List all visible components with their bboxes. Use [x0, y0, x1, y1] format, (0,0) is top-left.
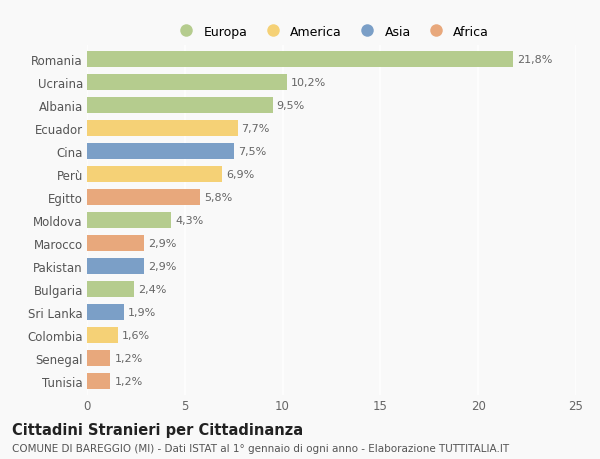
Text: 21,8%: 21,8%	[517, 55, 553, 65]
Bar	[87, 281, 134, 297]
Text: 1,2%: 1,2%	[115, 376, 143, 386]
Text: 2,4%: 2,4%	[138, 284, 166, 294]
Bar	[87, 51, 514, 68]
Text: 6,9%: 6,9%	[226, 169, 254, 179]
Text: 7,5%: 7,5%	[238, 146, 266, 157]
Bar	[87, 74, 287, 91]
Bar	[87, 304, 124, 320]
Bar	[87, 212, 171, 229]
Text: 1,2%: 1,2%	[115, 353, 143, 363]
Bar	[87, 166, 222, 183]
Text: COMUNE DI BAREGGIO (MI) - Dati ISTAT al 1° gennaio di ogni anno - Elaborazione T: COMUNE DI BAREGGIO (MI) - Dati ISTAT al …	[12, 443, 509, 453]
Bar	[87, 258, 144, 274]
Text: 4,3%: 4,3%	[175, 215, 203, 225]
Text: 10,2%: 10,2%	[290, 78, 326, 88]
Legend: Europa, America, Asia, Africa: Europa, America, Asia, Africa	[169, 21, 494, 44]
Text: 9,5%: 9,5%	[277, 101, 305, 111]
Bar	[87, 235, 144, 252]
Bar	[87, 373, 110, 389]
Text: 2,9%: 2,9%	[148, 238, 176, 248]
Bar	[87, 120, 238, 137]
Text: Cittadini Stranieri per Cittadinanza: Cittadini Stranieri per Cittadinanza	[12, 422, 303, 437]
Bar	[87, 327, 118, 343]
Text: 7,7%: 7,7%	[242, 123, 270, 134]
Bar	[87, 350, 110, 366]
Bar	[87, 97, 273, 114]
Bar	[87, 143, 234, 160]
Text: 5,8%: 5,8%	[205, 192, 233, 202]
Text: 1,9%: 1,9%	[128, 307, 157, 317]
Text: 2,9%: 2,9%	[148, 261, 176, 271]
Text: 1,6%: 1,6%	[122, 330, 151, 340]
Bar	[87, 189, 200, 206]
